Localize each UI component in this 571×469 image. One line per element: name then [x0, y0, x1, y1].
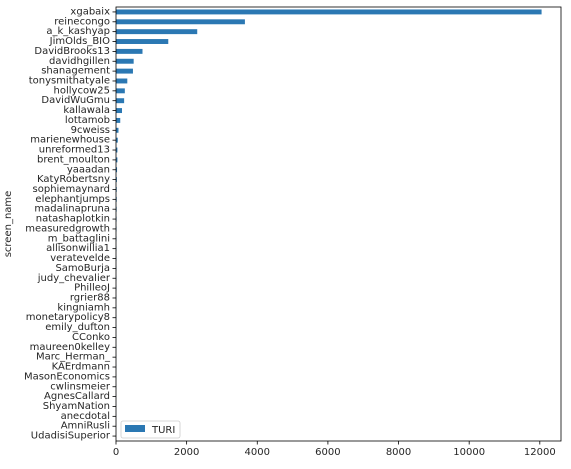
bar-DavidWuGmu — [116, 98, 125, 104]
y-tick-label: anecdotal — [61, 411, 110, 422]
bar-kallawala — [116, 108, 123, 114]
plot-frame — [115, 6, 562, 442]
y-tick-label: marienewhouse — [30, 135, 110, 146]
y-tick-label: kallawala — [63, 105, 110, 116]
y-tick-label: KAErdmann — [52, 362, 110, 373]
y-tick-label: veratevelde — [50, 253, 110, 264]
y-tick-label: a_k_kashyap — [46, 26, 110, 37]
y-tick-label: JimOlds_BIO — [49, 36, 110, 47]
bar-lottamob — [116, 117, 121, 123]
x-tick-label: 2000 — [174, 447, 199, 458]
bar-hollycow25 — [116, 88, 125, 94]
bar-shanagement — [116, 68, 133, 74]
y-tick-label: allisonwillia1 — [46, 243, 110, 254]
y-tick-label: SamoBurja — [55, 263, 110, 274]
x-tick-label: 6000 — [315, 447, 340, 458]
y-tick-label: davidhgillen — [49, 56, 110, 67]
bar-brent_moulton — [116, 157, 118, 163]
bar-tonysmithatyale — [116, 78, 128, 84]
legend: TURI — [120, 420, 181, 439]
y-tick-label: AgnesCallard — [44, 391, 110, 402]
y-tick-label: measuredgrowth — [25, 223, 110, 234]
y-tick-label: judy_chevalier — [37, 273, 111, 284]
y-tick-label: tonysmithatyale — [29, 75, 110, 86]
y-tick-label: PhilleoJ — [74, 283, 110, 294]
y-tick-label: elephantjumps — [35, 194, 110, 205]
y-tick-label: monetarypolicy8 — [26, 312, 110, 323]
legend-swatch — [125, 425, 145, 432]
y-tick-label: natashaplotkin — [36, 214, 110, 225]
y-tick-label: yaaadan — [67, 164, 110, 175]
bar-yaaadan — [116, 167, 118, 173]
y-tick-label: ShyamNation — [43, 401, 110, 412]
bar-JimOlds_BIO — [116, 39, 169, 44]
y-tick-label: cwlinsmeier — [50, 381, 111, 392]
bar-xgabaix — [116, 9, 542, 15]
x-tick-label: 0 — [113, 447, 119, 458]
y-tick-label: maureen0kelley — [30, 342, 110, 353]
y-tick-label: unreformed13 — [39, 145, 110, 156]
y-tick-label: brent_moulton — [37, 154, 110, 165]
y-tick-label: KatyRobertsny — [37, 174, 110, 185]
x-tick-label: 8000 — [386, 447, 411, 458]
y-tick-label: DavidWuGmu — [41, 95, 110, 106]
y-tick-label: DavidBrooks13 — [34, 46, 110, 57]
y-tick-label: m_battaglini — [48, 233, 110, 244]
y-tick-label: UdadisiSuperior — [31, 431, 111, 442]
y-tick-label: kingniamh — [57, 302, 110, 313]
bar-reinecongo — [116, 19, 245, 25]
y-tick-label: CConko — [72, 332, 110, 343]
y-tick-label: hollycow25 — [54, 85, 110, 96]
bar-unreformed13 — [116, 147, 118, 153]
y-tick-label: emily_dufton — [45, 322, 110, 333]
y-tick-label: 9cweiss — [71, 125, 110, 136]
y-tick-label: AmniRusli — [61, 421, 110, 432]
x-tick-label: 10000 — [453, 447, 485, 458]
y-tick-label: shanagement — [41, 66, 110, 77]
bar-DavidBrooks13 — [116, 48, 143, 54]
y-tick-label: reinecongo — [54, 16, 110, 27]
bars-group — [116, 9, 542, 439]
y-tick-label: Marc_Herman_ — [36, 352, 111, 363]
bar-9cweiss — [116, 127, 119, 133]
y-tick-labels: xgabaixreinecongoa_k_kashyapJimOlds_BIOD… — [24, 6, 116, 442]
x-tick-label: 4000 — [245, 447, 270, 458]
bar-marienewhouse — [116, 137, 118, 143]
x-tick-label: 12000 — [524, 447, 556, 458]
y-tick-label: xgabaix — [70, 6, 110, 17]
y-tick-label: sophiemaynard — [33, 184, 110, 195]
y-axis-label: screen_name — [3, 191, 14, 258]
y-tick-label: lottamob — [65, 115, 110, 126]
y-tick-label: MasonEconomics — [24, 371, 110, 382]
legend-label: TURI — [151, 425, 175, 436]
y-tick-label: madalinapruna — [34, 204, 110, 215]
bar-KatyRobertsny — [116, 177, 117, 183]
bar-a_k_kashyap — [116, 29, 198, 35]
x-tick-labels: 0 2000 4000 6000 8000 10000 12000 — [113, 441, 556, 458]
bar-davidhgillen — [116, 58, 134, 64]
y-tick-label: rgrier88 — [70, 292, 110, 303]
